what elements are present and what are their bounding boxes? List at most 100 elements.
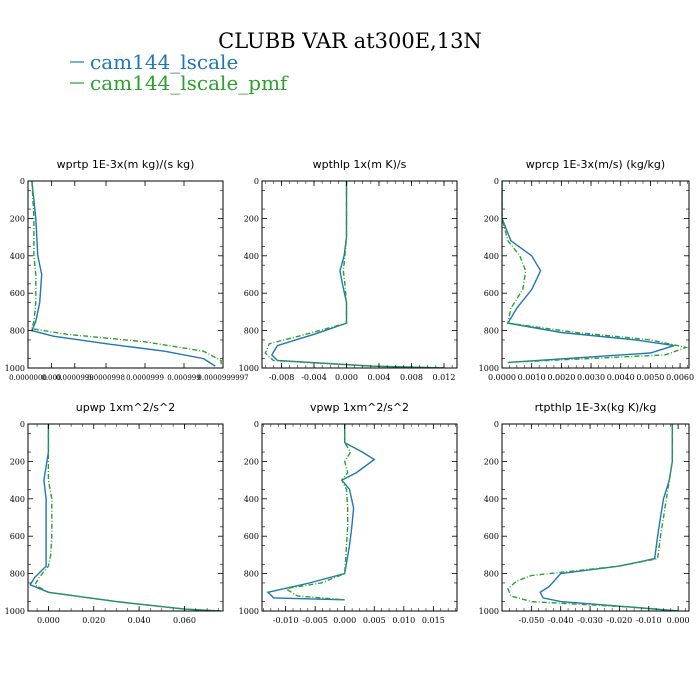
x-tick-label: 0.0000	[488, 373, 516, 382]
y-tick-label: 200	[10, 214, 25, 223]
series-line-lscale-pmf	[264, 181, 445, 368]
y-tick-label: 400	[10, 252, 25, 261]
panel-2: wpthlp 1x(m K)/s 0 200 400 600 800 1000 -0.008-…	[239, 158, 458, 382]
figure-title: CLUBB VAR at300E,13N	[218, 29, 482, 53]
panel-frame	[501, 423, 690, 612]
y-tick-label: 600	[484, 532, 499, 541]
panel-frame	[261, 180, 458, 369]
y-tick-label: 800	[10, 327, 25, 336]
y-tick-label: 1000	[5, 364, 25, 373]
panel-title: wprcp 1E-3x(m/s) (kg/kg)	[526, 158, 665, 171]
y-tick-label: 0	[20, 177, 25, 186]
x-tick-label: 0.005	[363, 616, 386, 625]
panel-title: upwp 1xm^2/s^2	[76, 401, 176, 414]
series-line-lscale-pmf	[502, 181, 689, 364]
panel-4: upwp 1xm^2/s^2 0 200 400 600 800 1000 0.000 0.02…	[5, 401, 224, 625]
x-tick-label: 0.020	[82, 616, 105, 625]
x-tick-label: 0.000	[37, 616, 60, 625]
panel-6: rtpthlp 1E-3x(kg K)/kg 0 200 400 600 800 1000 -…	[479, 401, 690, 625]
y-tick-label: 200	[244, 457, 259, 466]
x-tick-label: 0.0030	[577, 373, 605, 382]
x-tick-label: -0.004	[301, 373, 327, 382]
y-tick-label: 800	[484, 570, 499, 579]
x-tick-label: 0.0020	[547, 373, 575, 382]
x-tick-label: 0.0010	[518, 373, 546, 382]
series-line-lscale-pmf	[283, 424, 352, 601]
series-line-lscale	[29, 424, 219, 611]
y-tick-label: 800	[10, 570, 25, 579]
y-tick-label: 1000	[239, 607, 259, 616]
legend-label-lscale-pmf: cam144_lscale_pmf	[90, 71, 289, 95]
y-tick-label: 0	[254, 177, 259, 186]
y-tick-label: 0	[254, 420, 259, 429]
x-tick-label: 0.0000998	[87, 374, 125, 382]
y-tick-label: 600	[10, 532, 25, 541]
x-tick-label: -0.020	[607, 616, 633, 625]
series-line-lscale	[30, 181, 216, 367]
series-line-lscale	[539, 424, 679, 611]
panels: wprtp 1E-3x(m kg)/(s kg) 0 200 400 600 800 100…	[5, 158, 694, 625]
y-tick-label: 200	[484, 457, 499, 466]
series-line-lscale	[266, 424, 376, 601]
y-tick-label: 600	[244, 289, 259, 298]
y-tick-label: 0	[494, 420, 499, 429]
x-tick-label: 0.010	[392, 616, 415, 625]
panel-frame	[501, 180, 690, 369]
panel-5: vpwp 1xm^2/s^2 0 200 400 600 800 1000 -0.010 -0.…	[239, 401, 458, 625]
panel-title: wprtp 1E-3x(m kg)/(s kg)	[57, 158, 195, 171]
x-tick-label: -0.030	[577, 616, 603, 625]
y-tick-label: 0	[494, 177, 499, 186]
y-tick-label: 200	[10, 457, 25, 466]
x-tick-label: 0.0000999	[126, 374, 164, 382]
y-tick-label: 600	[484, 289, 499, 298]
y-tick-label: 1000	[5, 607, 25, 616]
series-line-lscale	[502, 181, 675, 364]
legend-label-lscale: cam144_lscale	[90, 50, 238, 74]
x-tick-label: 0.0060	[666, 373, 694, 382]
x-tick-label: 0.000	[335, 373, 358, 382]
panel-title: rtpthlp 1E-3x(kg K)/kg	[535, 401, 657, 414]
x-tick-label: 0.000	[667, 616, 690, 625]
x-tick-label: 0.0050	[636, 373, 664, 382]
x-tick-label: -0.005	[302, 616, 328, 625]
panel-title: vpwp 1xm^2/s^2	[310, 401, 409, 414]
legend: cam144_lscale cam144_lscale_pmf	[70, 50, 289, 95]
y-tick-label: 400	[484, 495, 499, 504]
x-tick-label: -0.010	[636, 616, 662, 625]
x-tick-label: 0.060	[173, 616, 196, 625]
y-tick-label: 800	[244, 327, 259, 336]
x-tick-label: 0.0000999997	[197, 374, 248, 382]
y-tick-label: 800	[484, 327, 499, 336]
x-tick-label: 0.0040	[607, 373, 635, 382]
x-tick-label: -0.010	[273, 616, 299, 625]
x-tick-label: -0.008	[269, 373, 295, 382]
x-tick-label: 0.012	[433, 373, 456, 382]
y-tick-label: 400	[484, 252, 499, 261]
y-tick-label: 1000	[479, 364, 499, 373]
y-tick-label: 400	[244, 495, 259, 504]
y-tick-label: 200	[484, 214, 499, 223]
panel-1: wprtp 1E-3x(m kg)/(s kg) 0 200 400 600 800 100…	[5, 158, 249, 382]
panel-frame	[261, 423, 458, 612]
x-tick-label: 0.000	[41, 374, 61, 382]
panel-frame	[27, 423, 224, 612]
y-tick-label: 0	[20, 420, 25, 429]
x-tick-label: 0.0000000	[9, 374, 47, 382]
x-tick-label: -0.050	[519, 616, 545, 625]
y-tick-label: 1000	[479, 607, 499, 616]
x-tick-label: 0.000	[333, 616, 356, 625]
panel-frame	[27, 180, 224, 369]
series-line-lscale-pmf	[507, 424, 679, 611]
y-tick-label: 800	[244, 570, 259, 579]
series-line-lscale	[270, 181, 445, 368]
y-tick-label: 600	[244, 532, 259, 541]
y-tick-label: 400	[244, 252, 259, 261]
panel-title: wpthlp 1x(m K)/s	[313, 158, 407, 171]
x-tick-label: 0.0000999	[56, 374, 94, 382]
y-tick-label: 1000	[239, 364, 259, 373]
series-line-lscale-pmf	[31, 181, 222, 367]
x-tick-label: 0.015	[422, 616, 445, 625]
x-tick-label: 0.008	[400, 373, 423, 382]
series-line-lscale-pmf	[33, 424, 223, 611]
